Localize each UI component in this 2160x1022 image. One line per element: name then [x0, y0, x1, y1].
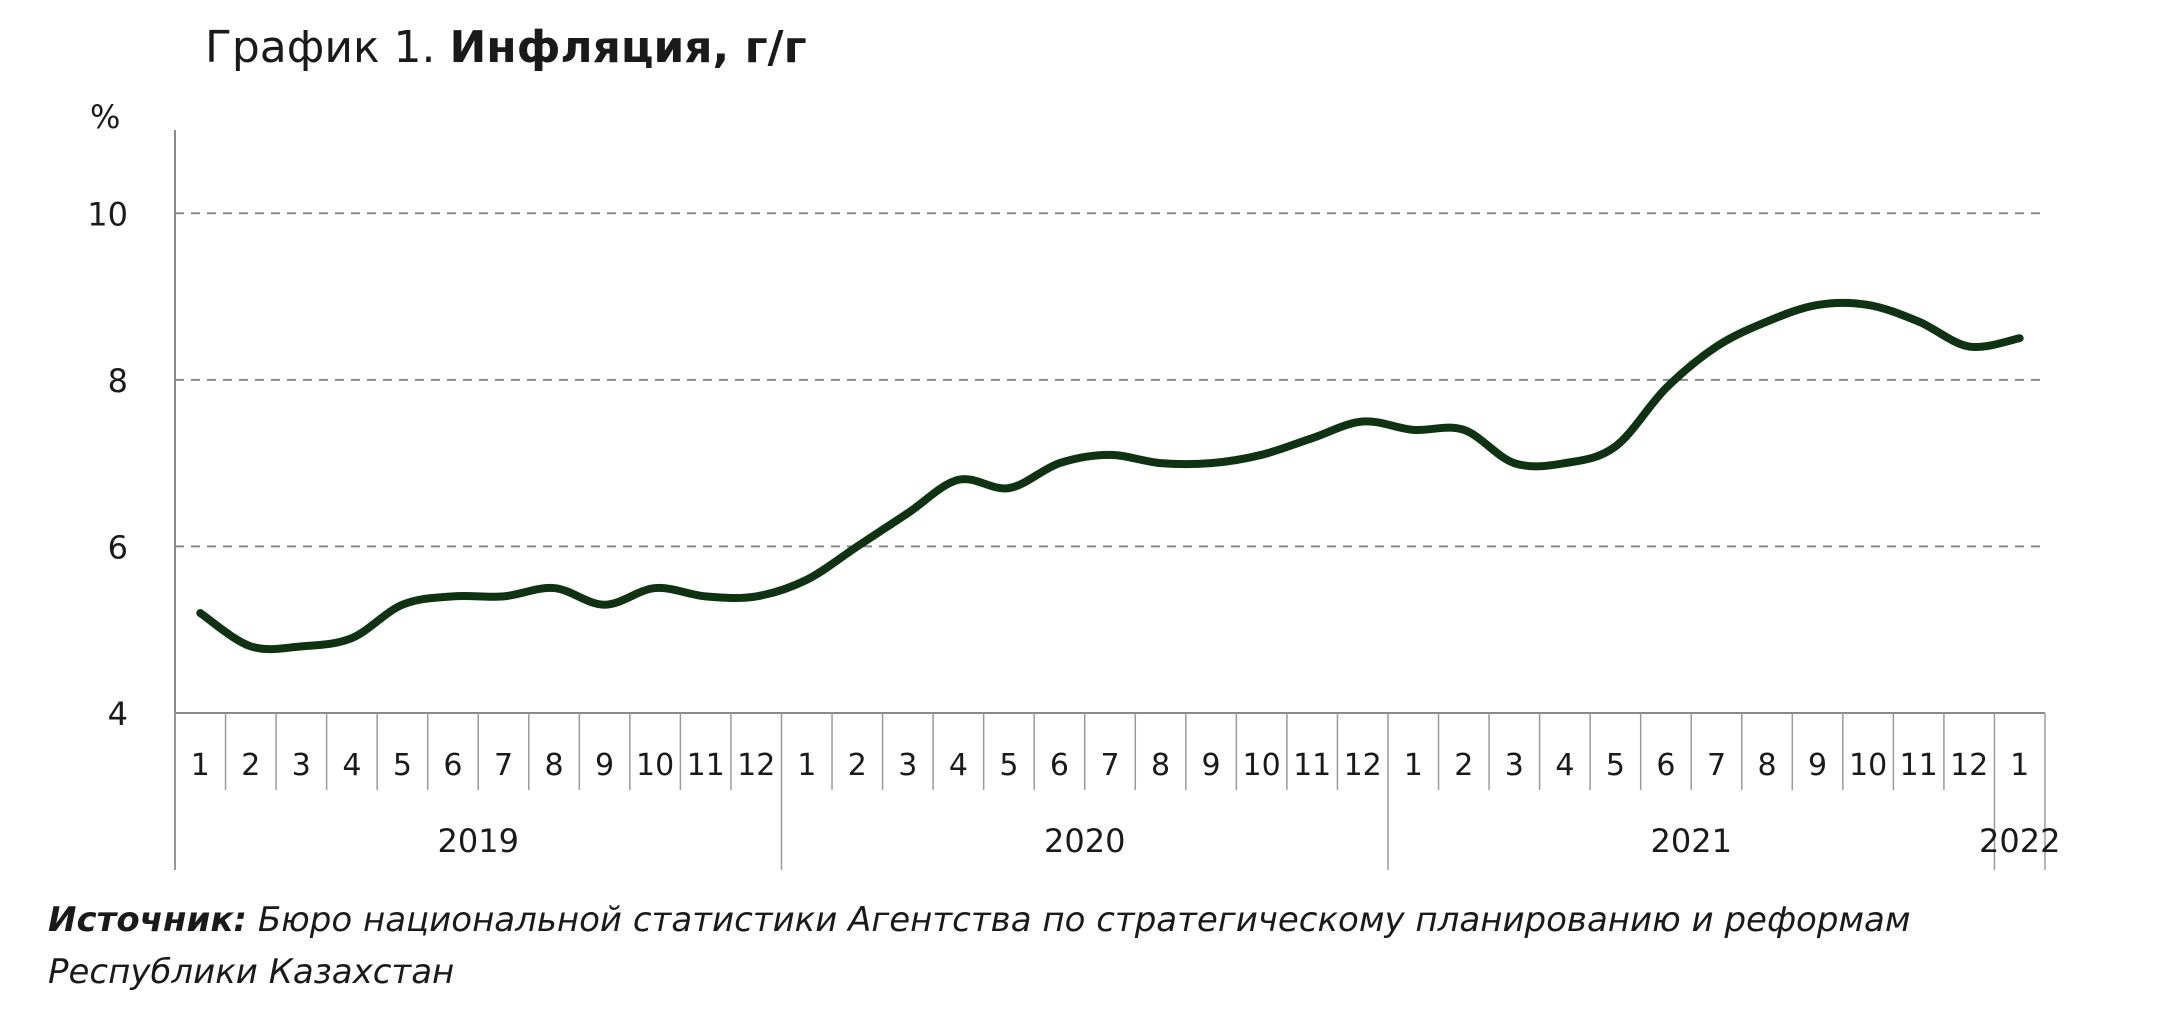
- x-tick-label: 7: [1100, 748, 1119, 783]
- x-tick-label: 1: [191, 748, 210, 783]
- source-text: Бюро национальной статистики Агентства п…: [48, 900, 1911, 992]
- y-tick-label: 4: [108, 695, 128, 733]
- x-tick-label: 6: [1656, 748, 1675, 783]
- x-tick-label: 8: [1151, 748, 1170, 783]
- chart-title-prefix: График 1.: [205, 22, 436, 73]
- year-label: 2021: [1650, 822, 1731, 860]
- x-tick-label: 8: [1757, 748, 1776, 783]
- x-tick-label: 8: [545, 748, 564, 783]
- x-tick-label: 5: [393, 748, 412, 783]
- x-tick-label: 11: [1293, 748, 1331, 783]
- x-tick-label: 10: [636, 748, 674, 783]
- x-tick-label: 1: [2010, 748, 2029, 783]
- gridlines: [175, 212, 2045, 548]
- x-tick-label: 11: [1900, 748, 1938, 783]
- y-tick-label: 8: [108, 362, 128, 400]
- x-tick-label: 2: [1454, 748, 1473, 783]
- x-tick-label: 3: [292, 748, 311, 783]
- year-label: 2020: [1044, 822, 1125, 860]
- x-tick-label: 7: [1707, 748, 1726, 783]
- chart-title: График 1. Инфляция, г/г: [205, 22, 807, 73]
- x-tick-label: 4: [342, 748, 361, 783]
- x-tick-label: 12: [1344, 748, 1382, 783]
- x-tick-label: 10: [1849, 748, 1887, 783]
- x-tick-label: 4: [1555, 748, 1574, 783]
- y-tick-label: 6: [108, 528, 128, 566]
- x-tick-label: 7: [494, 748, 513, 783]
- x-tick-label: 12: [1950, 748, 1988, 783]
- x-tick-label: 3: [898, 748, 917, 783]
- x-tick-label: 2: [848, 748, 867, 783]
- series-layer: [196, 298, 2024, 654]
- x-tick-label: 1: [1404, 748, 1423, 783]
- x-tick-label: 10: [1243, 748, 1281, 783]
- x-tick-label: 12: [737, 748, 775, 783]
- x-tick-label: 9: [1808, 748, 1827, 783]
- x-tick-label: 5: [999, 748, 1018, 783]
- year-label: 2022: [1979, 822, 2060, 860]
- x-tick-label: 4: [949, 748, 968, 783]
- y-axis-unit: %: [90, 98, 120, 136]
- axes: [174, 130, 2046, 870]
- x-tick-label: 6: [1050, 748, 1069, 783]
- x-tick-label: 1: [797, 748, 816, 783]
- chart-title-main: Инфляция, г/г: [449, 22, 807, 73]
- x-tick-label: 9: [595, 748, 614, 783]
- year-label: 2019: [438, 822, 519, 860]
- series-line-inflation: [196, 298, 2024, 654]
- x-tick-label: 3: [1505, 748, 1524, 783]
- source-note: Источник: Бюро национальной статистики А…: [48, 894, 2128, 998]
- source-label: Источник:: [48, 900, 248, 940]
- y-tick-label: 10: [87, 195, 128, 233]
- x-tick-label: 2: [241, 748, 260, 783]
- x-tick-label: 6: [443, 748, 462, 783]
- x-tick-label: 9: [1202, 748, 1221, 783]
- x-tick-label: 5: [1606, 748, 1625, 783]
- x-tick-label: 11: [687, 748, 725, 783]
